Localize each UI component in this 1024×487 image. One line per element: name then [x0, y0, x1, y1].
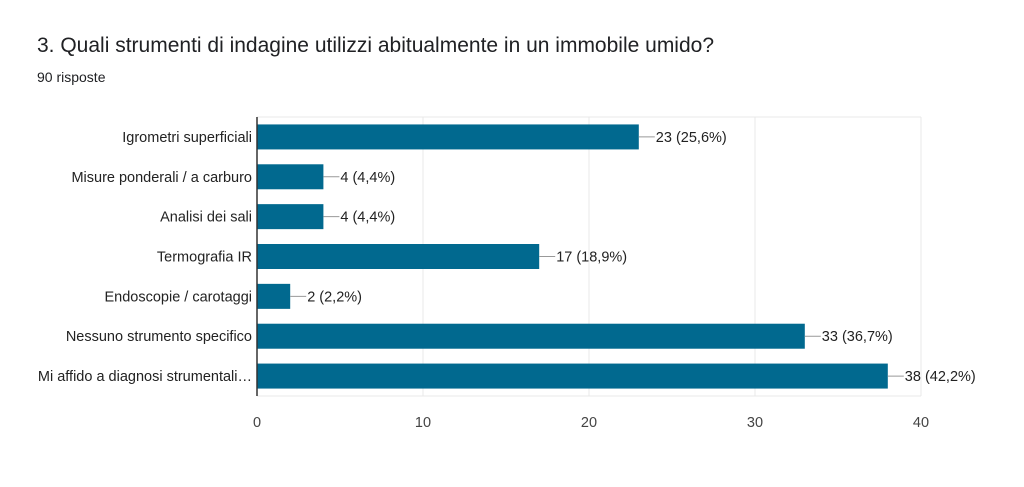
category-label-1: Igrometri superficiali [122, 130, 252, 146]
bar-6 [257, 323, 805, 349]
category-label-5: Endoscopie / carotaggi [104, 289, 252, 305]
bar-2 [257, 164, 324, 190]
category-label-2: Misure ponderali / a carburo [71, 170, 252, 186]
x-tick-label-30: 30 [747, 415, 763, 431]
value-label-7: 38 (42,2%) [905, 369, 976, 385]
response-count: 90 risposte [37, 69, 106, 85]
x-tick-label-20: 20 [581, 415, 597, 431]
category-label-7: Mi affido a diagnosi strumentali… [38, 369, 252, 385]
category-label-3: Analisi dei sali [160, 210, 252, 226]
value-label-2: 4 (4,4%) [340, 170, 395, 186]
chart-title: 3. Quali strumenti di indagine utilizzi … [37, 34, 715, 57]
x-tick-label-0: 0 [253, 415, 261, 431]
value-label-4: 17 (18,9%) [556, 250, 627, 266]
bar-3 [257, 204, 324, 230]
x-tick-label-40: 40 [913, 415, 929, 431]
bar-7 [257, 363, 888, 389]
category-label-6: Nessuno strumento specifico [66, 329, 252, 345]
x-tick-label-10: 10 [415, 415, 431, 431]
value-label-1: 23 (25,6%) [656, 130, 727, 146]
bar-4 [257, 244, 540, 269]
category-label-4: Termografia IR [157, 250, 252, 266]
value-label-6: 33 (36,7%) [822, 329, 893, 345]
value-label-5: 2 (2,2%) [307, 289, 362, 305]
bar-5 [257, 283, 291, 309]
value-label-3: 4 (4,4%) [340, 210, 395, 226]
bar-1 [257, 124, 639, 150]
